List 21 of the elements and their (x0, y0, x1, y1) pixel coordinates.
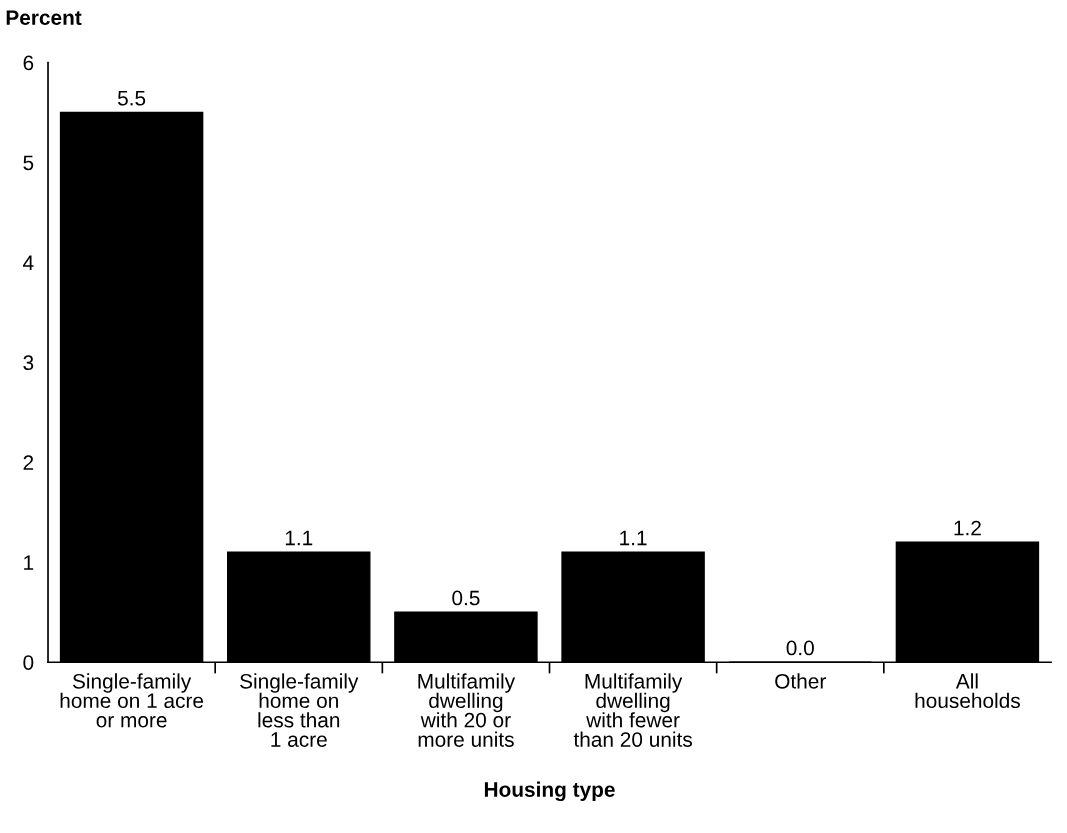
y-tick-label: 4 (23, 255, 34, 270)
data-label: 0.5 (452, 590, 480, 606)
y-tick-label: 1 (24, 555, 34, 570)
x-tick-label: Other (775, 673, 826, 689)
x-tick-label: Multifamily dwelling with 20 or more units (418, 673, 516, 747)
y-tick-label: 2 (23, 455, 34, 470)
data-label: 1.1 (620, 530, 647, 546)
y-tick-label: 3 (23, 355, 34, 371)
x-tick-label: Single-family home on 1 acre or more (60, 673, 204, 728)
y-axis-title: Percent (6, 10, 82, 26)
y-tick-label: 0 (23, 655, 34, 670)
x-axis-title: Housing type (484, 781, 615, 802)
data-label: 1.1 (285, 530, 313, 546)
y-tick-label: 6 (23, 55, 34, 71)
y-tick-label: 5 (23, 155, 34, 171)
data-label: 0.0 (786, 640, 814, 656)
x-tick-label: Single-family home on less than 1 acre (240, 673, 359, 747)
data-label: 1.2 (954, 520, 981, 536)
data-label: 5.5 (117, 91, 146, 106)
x-tick-label: All households (915, 673, 1020, 709)
x-tick-label: Multifamily dwelling with fewer than 20 units (573, 673, 692, 747)
